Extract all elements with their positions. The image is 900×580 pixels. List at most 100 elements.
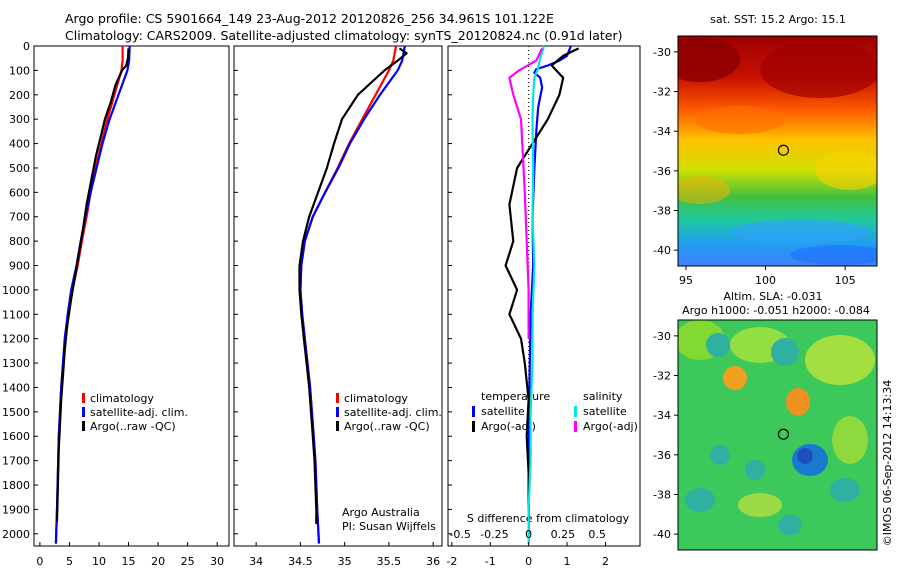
legend-title-salinity: salinity: [583, 390, 623, 403]
x-tick-label: 2: [602, 555, 609, 568]
lat-tick-label: -32: [653, 370, 671, 383]
lat-tick-label: -30: [653, 330, 671, 343]
difference-plot-frame: [447, 45, 641, 547]
float-location-marker: [777, 144, 790, 156]
depth-tick-label: 400: [9, 138, 30, 151]
lat-tick-label: -34: [653, 125, 671, 138]
x-tick-label: 34.5: [288, 555, 313, 568]
temperature-legend: climatology satellite-adj. clim. Argo(..…: [82, 392, 188, 433]
legend-label-temp-satellite: satellite: [481, 405, 525, 418]
legend-swatch-argo: [82, 421, 85, 431]
lat-tick-label: -34: [653, 409, 671, 422]
legend-swatch-climatology: [336, 393, 339, 403]
salinity-diff-tick-label: 0.25: [551, 528, 576, 541]
legend-label-climatology: climatology: [344, 392, 408, 405]
legend-label-satellite: satellite-adj. clim.: [344, 406, 442, 419]
depth-tick-label: 100: [9, 64, 30, 77]
salinity-diff-tick-label: -0.25: [480, 528, 508, 541]
sla-map-title: Altim. SLA: -0.031: [723, 290, 822, 303]
credit-pi-name: PI: Susan Wijffels: [342, 520, 436, 533]
x-tick-label: 35.5: [377, 555, 402, 568]
depth-tick-label: 600: [9, 186, 30, 199]
lat-tick-label: -40: [653, 244, 671, 257]
sla-heatmap: [678, 320, 877, 550]
x-tick-label: -1: [485, 555, 496, 568]
salinity-plot-frame: [233, 45, 443, 547]
depth-tick-label: 1700: [2, 455, 30, 468]
legend-label-argo: Argo(..raw -QC): [90, 420, 176, 433]
x-tick-label: 1: [564, 555, 571, 568]
depth-tick-label: 1800: [2, 479, 30, 492]
x-tick-label: 20: [151, 555, 165, 568]
legend-swatch-temp-satellite: [472, 406, 475, 417]
lon-tick-label: 95: [679, 274, 693, 287]
series-line-argo-raw-qc-: [55, 48, 130, 522]
sst-map-frame: [677, 35, 878, 267]
lat-tick-label: -38: [653, 488, 671, 501]
depth-tick-label: 1500: [2, 406, 30, 419]
depth-tick-label: 1900: [2, 503, 30, 516]
lat-tick-label: -30: [653, 46, 671, 59]
sla-map-frame: [677, 319, 878, 551]
series-line-argo-raw-qc-: [298, 47, 408, 524]
x-tick-label: 0: [36, 555, 43, 568]
difference-xlabel: S difference from climatology: [467, 512, 630, 525]
credit-argo-australia: Argo Australia: [342, 506, 420, 519]
depth-tick-label: 300: [9, 113, 30, 126]
legend-label-argo: Argo(..raw -QC): [344, 420, 430, 433]
legend-label-sal-satellite: satellite: [583, 405, 627, 418]
figure-title-line1: Argo profile: CS 5901664_149 23-Aug-2012…: [65, 11, 554, 26]
lon-tick-label: 100: [755, 274, 776, 287]
lat-tick-label: -32: [653, 86, 671, 99]
depth-axis: 0 100 200 300 400 500 600 700 800 900 1000 1100 1200…: [2, 40, 452, 541]
legend-swatch-sal-satellite: [574, 406, 577, 417]
depth-tick-label: 2000: [2, 528, 30, 541]
legend-swatch-sal-argo: [574, 421, 577, 432]
salinity-diff-legend: salinity satellite Argo(-adj): [574, 390, 638, 433]
x-tick-label: 0: [525, 555, 532, 568]
depth-tick-label: 0: [23, 40, 30, 53]
sst-heatmap: [678, 36, 877, 266]
depth-tick-label: 1400: [2, 381, 30, 394]
series-line-temperature-argo-adj-: [504, 47, 580, 534]
depth-tick-label: 700: [9, 211, 30, 224]
depth-tick-label: 500: [9, 162, 30, 175]
lat-tick-label: -36: [653, 449, 671, 462]
legend-title-temperature: temperature: [481, 390, 550, 403]
series-line-temperature-satellite: [527, 45, 572, 544]
x-tick-label: 25: [181, 555, 195, 568]
depth-tick-label: 800: [9, 235, 30, 248]
x-tick-label: 15: [122, 555, 136, 568]
x-tick-label: 34: [249, 555, 263, 568]
figure-title-line2: Climatology: CARS2009. Satellite-adjuste…: [65, 28, 622, 43]
copyright-stamp: ©IMOS 06-Sep-2012 14:13:34: [881, 380, 894, 546]
depth-tick-label: 1600: [2, 430, 30, 443]
temperature-diff-legend: temperature satellite Argo(-adj): [472, 390, 550, 433]
sla-map-subtitle: Argo h1000: -0.051 h2000: -0.084: [682, 304, 870, 317]
x-tick-label: 36: [426, 555, 440, 568]
legend-swatch-satellite: [336, 407, 339, 417]
float-location-marker: [777, 428, 790, 440]
salinity-diff-tick-label: -0.5: [449, 528, 470, 541]
legend-label-satellite: satellite-adj. clim.: [90, 406, 188, 419]
lat-tick-label: -40: [653, 528, 671, 541]
lat-tick-label: -38: [653, 204, 671, 217]
series-line-salinity-satellite: [527, 45, 546, 544]
difference-profile-panel: temperature satellite Argo(-adj) salinit…: [446, 45, 641, 568]
x-tick-label: 10: [92, 555, 106, 568]
x-tick-label: -2: [446, 555, 457, 568]
lat-tick-label: -36: [653, 165, 671, 178]
depth-tick-label: 1100: [2, 308, 30, 321]
depth-tick-label: 200: [9, 89, 30, 102]
lon-tick-label: 105: [835, 274, 856, 287]
depth-tick-label: 1200: [2, 333, 30, 346]
temperature-profile-panel: climatology satellite-adj. clim. Argo(..…: [33, 45, 230, 568]
legend-swatch-satellite: [82, 407, 85, 417]
sst-map-title: sat. SST: 15.2 Argo: 15.1: [710, 13, 846, 26]
sst-map-panel: sat. SST: 15.2 Argo: 15.1 -30 -32 -34 -36 -3…: [653, 13, 878, 287]
depth-tick-label: 900: [9, 260, 30, 273]
legend-swatch-argo: [336, 421, 339, 431]
legend-swatch-climatology: [82, 393, 85, 403]
sla-map-panel: -30 -32 -34 -36 -38 -40: [653, 319, 878, 551]
